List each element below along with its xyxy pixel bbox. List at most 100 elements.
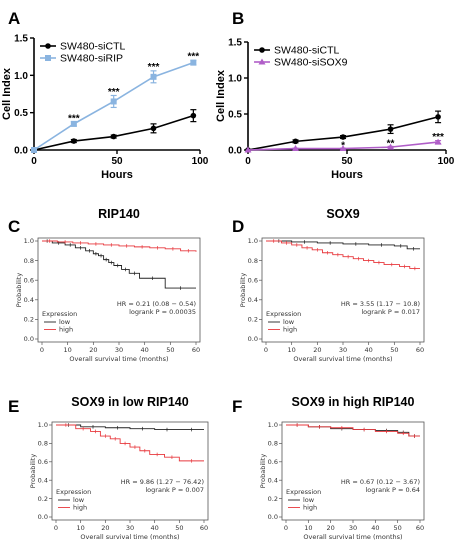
legend-label: SW480-siSOX9 (274, 57, 348, 69)
x-tick-label: 30 (349, 524, 357, 532)
y-tick-label: 0.2 (248, 316, 258, 324)
x-tick-label: 50 (341, 156, 353, 167)
series-low (266, 239, 420, 251)
y-tick-label: 0.4 (24, 296, 34, 304)
survival-curve (286, 424, 420, 437)
legend-marker (45, 55, 51, 61)
hazard-ratio: HR = 3.55 (1.17 − 10.8) (341, 300, 420, 308)
y-tick-label: 1.0 (14, 71, 28, 82)
y-tick-label: 0.6 (268, 458, 278, 466)
legend-title: Expression (42, 310, 77, 318)
x-tick-label: 30 (126, 524, 134, 532)
legend-label: low (303, 496, 315, 504)
survival-curve (56, 424, 204, 462)
x-tick-label: 100 (438, 156, 455, 167)
series-sw480-sictl: SW480-siCTL (245, 45, 442, 153)
logrank-p: logrank P = 0.007 (145, 486, 204, 494)
data-point (70, 120, 77, 127)
hazard-ratio: HR = 0.21 (0.08 − 0.54) (117, 300, 196, 308)
x-tick-label: 50 (394, 524, 402, 532)
y-axis-label: Cell Index (215, 69, 227, 122)
hazard-ratio: HR = 0.67 (0.12 − 3.67) (341, 478, 420, 486)
significance-mark: *** (108, 87, 120, 98)
x-tick-label: 60 (416, 346, 424, 354)
y-tick-label: 1.0 (38, 421, 48, 429)
x-tick-label: 0 (40, 346, 44, 354)
y-tick-label: 0.2 (24, 316, 34, 324)
series-line (33, 114, 194, 151)
data-point (435, 114, 441, 120)
x-axis-label: Overall survival time (months) (69, 355, 168, 363)
y-tick-label: 1.5 (14, 34, 28, 45)
x-tick-label: 50 (166, 346, 174, 354)
x-tick-label: 0 (31, 156, 37, 167)
x-tick-label: 0 (54, 524, 58, 532)
y-tick-label: 0.6 (38, 458, 48, 466)
y-tick-label: 1.0 (24, 237, 34, 245)
series-sw480-sisox9: SW480-siSOX9 (244, 57, 442, 153)
y-axis-label: Cell Index (1, 67, 13, 120)
legend-marker (259, 47, 265, 53)
legend-label: SW480-siRIP (60, 53, 123, 65)
km-chart-d: SOX9 0.0 0.2 0.4 0.6 0.8 1.0 0 10 20 30 40 50 60 Overa… (239, 207, 425, 363)
y-tick-label: 0.2 (268, 495, 278, 503)
series-sw480-sirip: SW480-siRIP (31, 53, 197, 153)
legend-label: low (59, 318, 71, 326)
logrank-p: logrank P = 0.00035 (129, 308, 196, 316)
chart-title: SOX9 (326, 207, 359, 221)
x-tick-label: 40 (151, 524, 159, 532)
legend-marker (45, 43, 51, 49)
x-tick-label: 40 (371, 524, 379, 532)
panel-label-c: C (8, 217, 20, 236)
legend-label: SW480-siCTL (274, 45, 340, 57)
chart-title: SOX9 in high RIP140 (292, 395, 415, 409)
panel-label-b: B (232, 9, 244, 28)
data-point (387, 126, 394, 132)
legend-label: low (73, 496, 85, 504)
data-point (434, 138, 442, 145)
y-tick-label: 0.4 (248, 296, 258, 304)
significance-mark: *** (68, 114, 80, 125)
y-axis-label: Probability (29, 454, 37, 489)
y-tick-label: 0.4 (38, 476, 48, 484)
x-tick-label: 60 (416, 524, 424, 532)
x-tick-label: 10 (288, 346, 296, 354)
legend-marker (258, 58, 266, 65)
x-tick-label: 20 (313, 346, 321, 354)
significance-mark: *** (432, 132, 444, 143)
data-point (110, 133, 117, 140)
legend-title: Expression (266, 310, 301, 318)
series-high (266, 239, 420, 271)
chart-title: RIP140 (98, 207, 140, 221)
data-point (31, 147, 37, 153)
y-tick-label: 1.0 (228, 74, 242, 85)
y-tick-label: 0.8 (248, 257, 258, 265)
x-tick-label: 30 (339, 346, 347, 354)
chart-title: SOX9 in low RIP140 (71, 395, 188, 409)
data-point (190, 59, 197, 66)
y-tick-label: 0.0 (248, 335, 258, 343)
km-chart-f: SOX9 in high RIP140 0.0 0.2 0.4 0.6 0.8 1.0 0 10… (259, 395, 425, 541)
legend-title: Expression (56, 488, 91, 496)
y-axis-label: Probability (239, 273, 247, 308)
x-tick-label: 20 (327, 524, 335, 532)
legend-label: high (283, 326, 297, 334)
legend-label: SW480-siCTL (60, 41, 126, 53)
data-point (190, 112, 197, 119)
x-tick-label: 40 (365, 346, 373, 354)
x-tick-label: 20 (101, 524, 109, 532)
x-tick-label: 10 (304, 524, 312, 532)
logrank-p: logrank P = 0.64 (366, 486, 421, 494)
growth-chart-b: 0.0 0.5 1.0 1.5 0 50 100 Hours Cell Index SW480-s… (215, 38, 455, 182)
logrank-p: logrank P = 0.017 (361, 308, 420, 316)
y-tick-label: 0.8 (24, 257, 34, 265)
panel-label-d: D (232, 217, 244, 236)
x-tick-label: 60 (192, 346, 200, 354)
panel-label-e: E (8, 397, 19, 416)
y-tick-label: 0.6 (24, 276, 34, 284)
significance-mark: ** (387, 139, 395, 150)
x-tick-label: 10 (64, 346, 72, 354)
x-axis-label: Overall survival time (months) (293, 355, 392, 363)
y-tick-label: 0.4 (268, 476, 278, 484)
survival-curve (266, 240, 420, 250)
